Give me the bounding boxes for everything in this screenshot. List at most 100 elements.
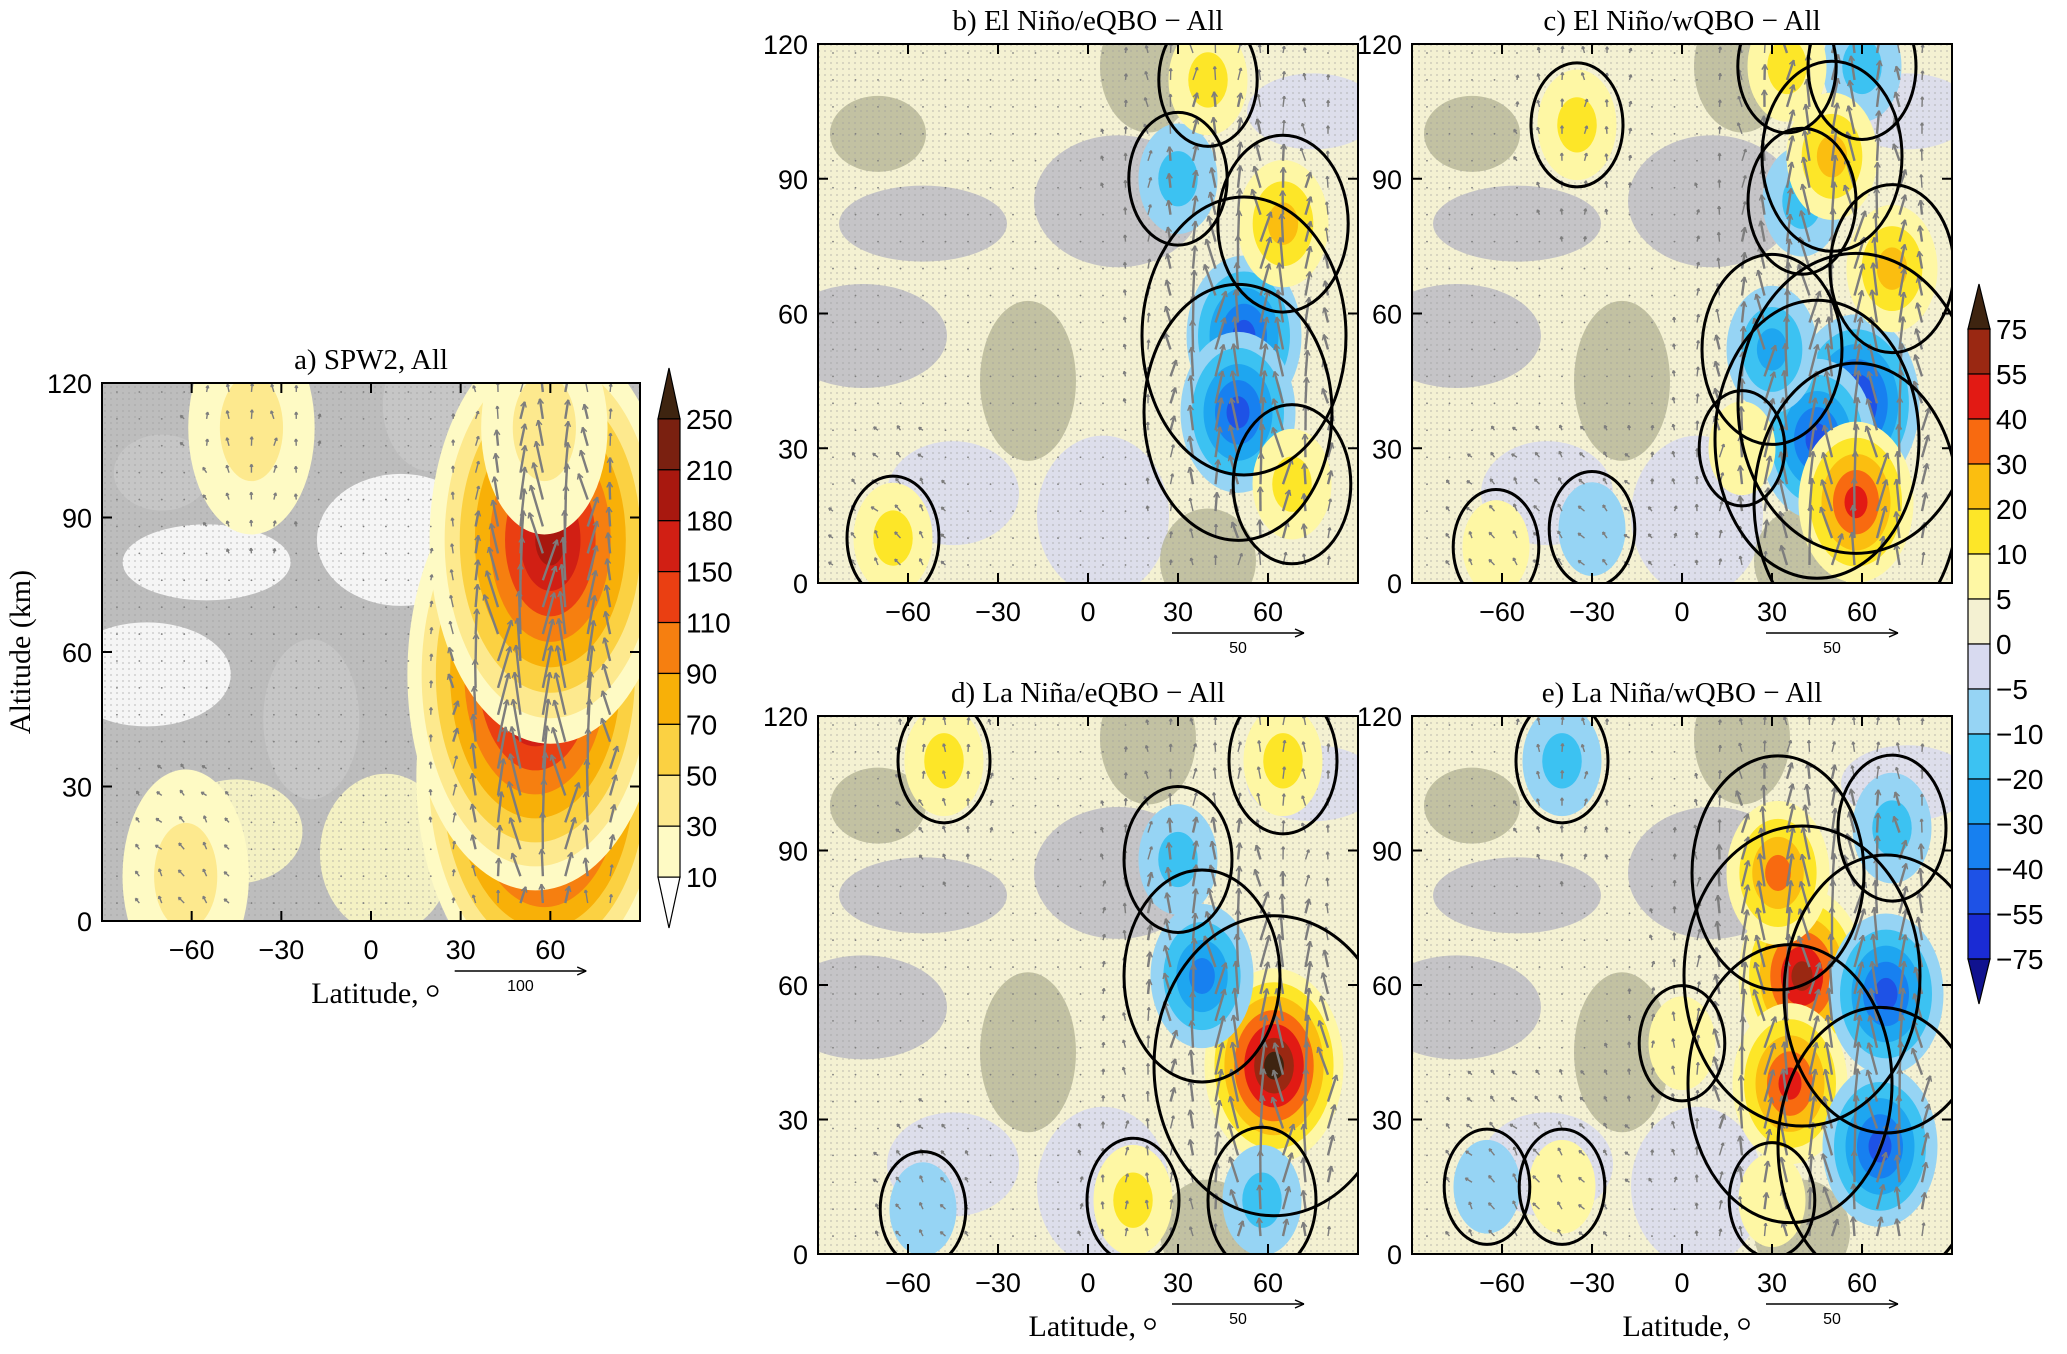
vector-arrowhead xyxy=(1445,479,1450,483)
vector-arrowhead xyxy=(1325,851,1330,855)
vector-arrowhead xyxy=(224,790,229,795)
vector-dot xyxy=(967,186,969,189)
vector-arrowhead xyxy=(576,473,584,480)
vector-dot xyxy=(1651,724,1653,726)
vector-arrow xyxy=(1281,1218,1289,1237)
vector-arrowhead xyxy=(1536,743,1541,748)
vector-dot xyxy=(832,159,834,162)
vector-dot xyxy=(1471,348,1473,351)
vector-arrowhead xyxy=(1536,825,1541,830)
vector-dot xyxy=(899,1046,902,1049)
vector-arrowhead xyxy=(549,754,557,761)
vector-arrowhead xyxy=(1284,1185,1292,1193)
vector-arrow xyxy=(1234,289,1240,323)
vector-arrowhead xyxy=(1900,219,1908,226)
vector-dot xyxy=(1079,885,1082,888)
vector-arrow xyxy=(1163,945,1172,968)
vector-arrowhead xyxy=(223,844,228,848)
zero-contour xyxy=(1216,133,1350,314)
vector-arrowhead xyxy=(1164,279,1172,286)
vector-arrowhead xyxy=(1102,879,1107,884)
colorbar-label: 5 xyxy=(1996,584,2012,615)
vector-arrow xyxy=(1808,317,1821,350)
vector-dot xyxy=(250,902,253,904)
vector-dot xyxy=(385,875,387,878)
vector-arrowhead xyxy=(1445,1122,1450,1127)
vector-dot xyxy=(922,52,924,54)
vector-arrowhead xyxy=(1328,1134,1336,1142)
vector-arrow xyxy=(1763,455,1772,485)
vector-arrow xyxy=(1188,466,1195,485)
vector-arrow xyxy=(534,441,545,473)
vector-dot xyxy=(340,498,343,501)
y-tick-label: 120 xyxy=(763,702,808,732)
vector-arrow xyxy=(1779,545,1789,566)
vector-dot xyxy=(854,132,857,135)
vector-arrow xyxy=(1921,552,1925,566)
vector-dot xyxy=(1651,321,1653,324)
vector-arrow xyxy=(1799,210,1811,242)
vector-dot xyxy=(138,498,141,501)
vector-dot xyxy=(385,391,387,393)
vector-arrowhead xyxy=(1194,66,1199,71)
vector-arrowhead xyxy=(1913,354,1920,361)
vector-arrowhead xyxy=(1876,716,1881,721)
vector-dot xyxy=(877,858,879,861)
vector-arrow xyxy=(1853,961,1864,995)
vector-arrowhead xyxy=(201,764,206,769)
vector-dot xyxy=(1034,885,1037,888)
vector-dot xyxy=(1057,858,1059,861)
vector-dot xyxy=(1079,777,1082,780)
vector-arrowhead xyxy=(1202,263,1210,271)
vector-dot xyxy=(967,1019,969,1022)
vector-arrowhead xyxy=(1532,1202,1536,1207)
vector-arrowhead xyxy=(202,895,207,900)
vector-arrowhead xyxy=(919,1175,923,1179)
vector-dot xyxy=(385,821,387,824)
vector-arrow xyxy=(1167,173,1172,188)
vector-dot xyxy=(160,417,163,420)
vector-arrowhead xyxy=(1921,551,1926,556)
vector-dot xyxy=(116,902,118,904)
vector-dot xyxy=(317,848,320,851)
vector-arrowhead xyxy=(1925,1075,1933,1082)
vector-arrowhead xyxy=(874,529,878,534)
vector-arrow xyxy=(585,383,589,393)
vector-arrowhead xyxy=(1299,147,1304,152)
vector-dot xyxy=(317,767,320,770)
vector-arrowhead xyxy=(1628,100,1633,105)
vector-arrow xyxy=(1146,1145,1149,1156)
vector-dot xyxy=(967,1127,969,1130)
vector-arrowhead xyxy=(1559,825,1564,829)
vector-arrowhead xyxy=(1305,940,1313,948)
vector-dot xyxy=(944,993,947,995)
vector-dot xyxy=(116,767,118,770)
vector-dot xyxy=(832,105,834,108)
vector-arrowhead xyxy=(1324,227,1329,231)
vector-arrow xyxy=(584,791,589,823)
vector-arrow xyxy=(1778,478,1789,512)
vector-arrowhead xyxy=(1693,798,1698,803)
vector-dot xyxy=(1057,159,1059,162)
y-tick-label: 0 xyxy=(793,569,808,599)
vector-arrow xyxy=(1808,451,1815,485)
vector-arrowhead xyxy=(520,886,528,893)
vector-dot xyxy=(854,294,857,297)
vector-arrow xyxy=(1762,784,1766,806)
vector-arrowhead xyxy=(1321,949,1329,956)
vector-dot xyxy=(272,606,275,609)
vector-arrowhead xyxy=(270,383,275,388)
vector-arrowhead xyxy=(1077,1122,1082,1127)
vector-dot xyxy=(1012,1046,1014,1049)
vector-dot xyxy=(922,321,924,324)
vector-arrow xyxy=(1214,1100,1221,1129)
vector-arrowhead xyxy=(225,383,230,388)
vector-arrow xyxy=(1257,94,1262,108)
vector-arrow xyxy=(1830,44,1836,54)
vector-arrow xyxy=(608,774,618,796)
vector-arrowhead xyxy=(1513,476,1518,481)
vector-dot xyxy=(116,686,118,689)
vector-arrowhead xyxy=(1788,59,1796,67)
vector-arrow xyxy=(517,591,522,635)
vector-arrow xyxy=(1512,1200,1518,1210)
